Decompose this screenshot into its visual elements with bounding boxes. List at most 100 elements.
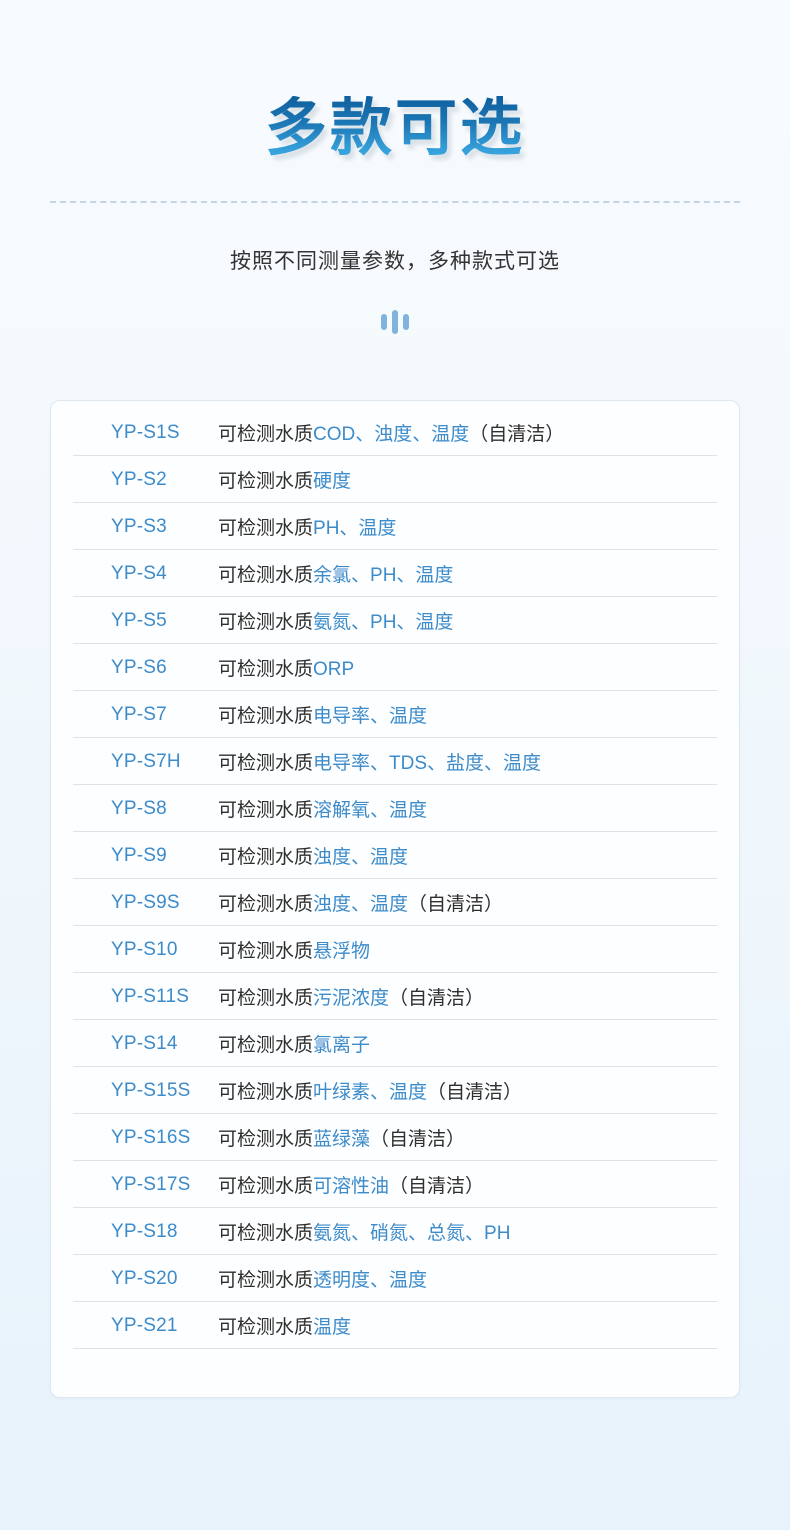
bar-right-icon [403,314,409,331]
description-prefix: 可检测水质 [218,1129,314,1150]
model-code: YP-S1S [111,421,180,443]
model-description: 可检测水质氨氮、PH、温度 [218,607,453,634]
table-row[interactable]: YP-S18 可检测水质氨氮、硝氮、总氮、PH [51,1208,739,1255]
measured-parameters: PH、温度 [313,518,397,539]
table-row[interactable]: YP-S7 可检测水质电导率、温度 [51,691,739,738]
measured-parameters: 浊度、温度 [313,847,409,868]
model-code: YP-S16S [111,1126,191,1148]
measured-parameters: 溶解氧、温度 [313,800,428,821]
description-prefix: 可检测水质 [218,1223,314,1244]
measured-parameters: 温度 [313,1317,352,1338]
bar-middle-icon [392,310,398,335]
description-prefix: 可检测水质 [218,1317,314,1338]
measured-parameters: COD、浊度、温度 [313,424,470,445]
model-code: YP-S7H [111,750,181,772]
model-description: 可检测水质浊度、温度（自清洁） [218,889,503,916]
measured-parameters: 氨氮、硝氮、总氮、PH [313,1223,511,1244]
table-row[interactable]: YP-S4 可检测水质余氯、PH、温度 [51,550,739,597]
model-description: 可检测水质可溶性油（自清洁） [218,1171,484,1198]
description-prefix: 可检测水质 [218,424,314,445]
model-description: 可检测水质电导率、温度 [218,701,427,728]
model-code: YP-S9 [111,844,167,866]
measured-parameters: 电导率、TDS、盐度、温度 [313,753,542,774]
measured-parameters: 叶绿素、温度 [313,1082,428,1103]
bar-left-icon [381,314,387,331]
table-row[interactable]: YP-S9 可检测水质浊度、温度 [51,832,739,879]
model-description: 可检测水质蓝绿藻（自清洁） [218,1124,465,1151]
model-description: 可检测水质氯离子 [218,1030,370,1057]
self-cleaning-note: （自清洁） [427,1082,523,1103]
measured-parameters: 蓝绿藻 [313,1129,371,1150]
model-description: 可检测水质污泥浓度（自清洁） [218,983,484,1010]
model-description: 可检测水质余氯、PH、温度 [218,560,453,587]
model-description: 可检测水质氨氮、硝氮、总氮、PH [218,1218,510,1245]
model-code: YP-S2 [111,468,167,490]
description-prefix: 可检测水质 [218,518,314,539]
description-prefix: 可检测水质 [218,988,314,1009]
description-prefix: 可检测水质 [218,1035,314,1056]
table-row[interactable]: YP-S14 可检测水质氯离子 [51,1020,739,1067]
measured-parameters: 电导率、温度 [313,706,428,727]
model-description: 可检测水质叶绿素、温度（自清洁） [218,1077,522,1104]
table-row[interactable]: YP-S16S 可检测水质蓝绿藻（自清洁） [51,1114,739,1161]
table-row[interactable]: YP-S17S 可检测水质可溶性油（自清洁） [51,1161,739,1208]
self-cleaning-note: （自清洁） [469,424,565,445]
measured-parameters: 浊度、温度 [313,894,409,915]
model-description: 可检测水质硬度 [218,466,351,493]
description-prefix: 可检测水质 [218,1176,314,1197]
table-row[interactable]: YP-S15S 可检测水质叶绿素、温度（自清洁） [51,1067,739,1114]
self-cleaning-note: （自清洁） [389,1176,485,1197]
model-description: 可检测水质溶解氧、温度 [218,795,427,822]
table-row[interactable]: YP-S20 可检测水质透明度、温度 [51,1255,739,1302]
page-header: 多款可选 按照不同测量参数，多种款式可选 [0,0,790,335]
description-prefix: 可检测水质 [218,471,314,492]
table-row[interactable]: YP-S2 可检测水质硬度 [51,456,739,503]
model-code: YP-S18 [111,1220,178,1242]
model-code: YP-S4 [111,562,167,584]
model-description: 可检测水质悬浮物 [218,936,370,963]
measured-parameters: 可溶性油 [313,1176,390,1197]
description-prefix: 可检测水质 [218,1270,314,1291]
measured-parameters: 余氯、PH、温度 [313,565,454,586]
description-prefix: 可检测水质 [218,753,314,774]
description-prefix: 可检测水质 [218,800,314,821]
table-row[interactable]: YP-S21 可检测水质温度 [51,1302,739,1349]
model-description: 可检测水质PH、温度 [218,513,396,540]
model-code: YP-S21 [111,1314,178,1336]
measured-parameters: 悬浮物 [313,941,371,962]
table-row[interactable]: YP-S9S 可检测水质浊度、温度（自清洁） [51,879,739,926]
table-row[interactable]: YP-S7H 可检测水质电导率、TDS、盐度、温度 [51,738,739,785]
self-cleaning-note: （自清洁） [389,988,485,1009]
three-bars-decor-icon [378,309,412,335]
model-code: YP-S6 [111,656,167,678]
self-cleaning-note: （自清洁） [370,1129,466,1150]
model-code: YP-S11S [111,985,190,1007]
self-cleaning-note: （自清洁） [408,894,504,915]
model-description: 可检测水质温度 [218,1312,351,1339]
table-row[interactable]: YP-S5 可检测水质氨氮、PH、温度 [51,597,739,644]
table-row[interactable]: YP-S8 可检测水质溶解氧、温度 [51,785,739,832]
model-description: 可检测水质COD、浊度、温度（自清洁） [218,419,564,446]
description-prefix: 可检测水质 [218,659,314,680]
table-row[interactable]: YP-S10 可检测水质悬浮物 [51,926,739,973]
page-title: 多款可选 [264,94,525,163]
model-code: YP-S3 [111,515,167,537]
model-code: YP-S8 [111,797,167,819]
measured-parameters: 氨氮、PH、温度 [313,612,454,633]
table-row[interactable]: YP-S3 可检测水质PH、温度 [51,503,739,550]
model-description: 可检测水质电导率、TDS、盐度、温度 [218,748,541,775]
model-code: YP-S15S [111,1079,191,1101]
description-prefix: 可检测水质 [218,612,314,633]
model-code: YP-S9S [111,891,180,913]
table-row[interactable]: YP-S1S 可检测水质COD、浊度、温度（自清洁） [51,409,739,456]
model-description: 可检测水质ORP [218,654,354,681]
model-description: 可检测水质浊度、温度 [218,842,408,869]
model-code: YP-S17S [111,1173,191,1195]
model-description: 可检测水质透明度、温度 [218,1265,427,1292]
model-code: YP-S7 [111,703,167,725]
measured-parameters: 污泥浓度 [313,988,390,1009]
model-list-card: YP-S1S 可检测水质COD、浊度、温度（自清洁） YP-S2 可检测水质硬度 YP-… [50,400,740,1398]
table-row[interactable]: YP-S11S 可检测水质污泥浓度（自清洁） [51,973,739,1020]
table-row[interactable]: YP-S6 可检测水质ORP [51,644,739,691]
measured-parameters: 透明度、温度 [313,1270,428,1291]
